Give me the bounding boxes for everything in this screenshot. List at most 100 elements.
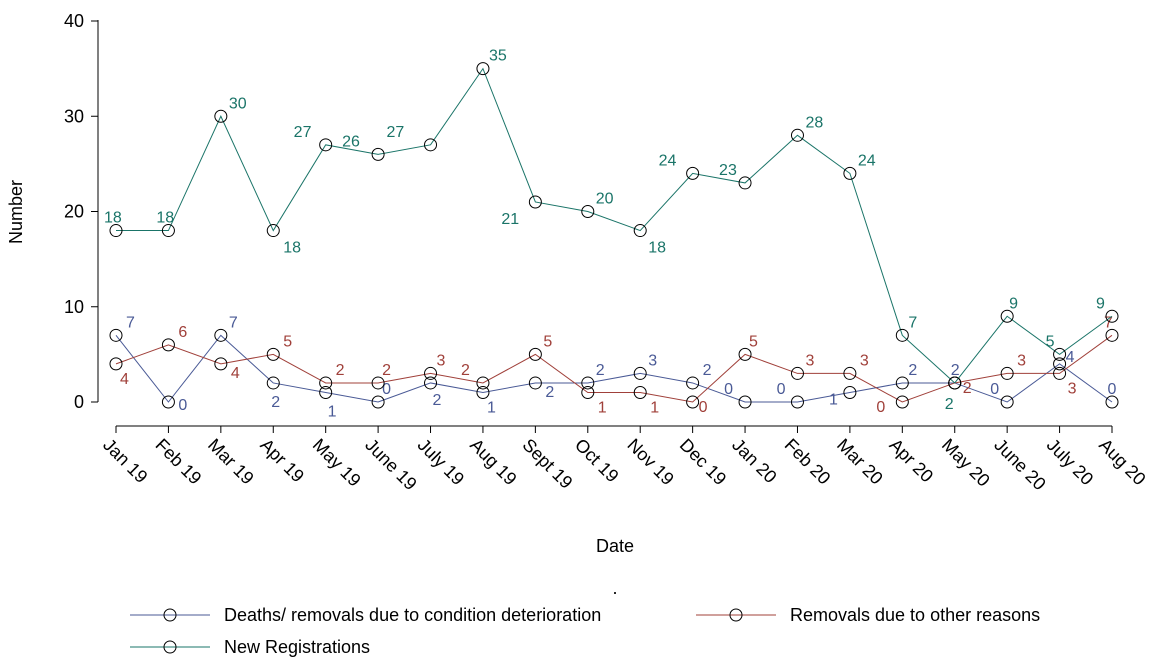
x-tick-label: July 20 — [1043, 435, 1097, 489]
data-label: 7 — [1104, 314, 1113, 331]
y-tick-label: 40 — [64, 11, 84, 31]
data-label: 23 — [719, 162, 737, 179]
data-point — [843, 366, 857, 380]
data-label: 2 — [908, 362, 917, 379]
data-point — [161, 338, 175, 352]
data-label: 18 — [283, 240, 301, 257]
data-label: 5 — [749, 333, 758, 350]
data-point — [1105, 395, 1119, 409]
x-tick-label: Aug 20 — [1095, 435, 1149, 489]
data-point — [476, 62, 490, 76]
data-label: 18 — [648, 240, 666, 257]
data-label: 5 — [1046, 333, 1055, 350]
x-tick-label: Apr 20 — [885, 435, 937, 487]
series-line — [116, 67, 1113, 384]
data-point — [319, 385, 333, 399]
data-label: 2 — [703, 362, 712, 379]
data-point — [528, 347, 542, 361]
x-tick-label: Mar 20 — [833, 435, 887, 489]
legend-label: Removals due to other reasons — [790, 605, 1040, 625]
data-label: 27 — [294, 124, 312, 141]
data-label: 3 — [860, 352, 869, 369]
data-label: 4 — [1066, 349, 1075, 366]
data-point — [424, 376, 438, 390]
data-point — [738, 395, 752, 409]
x-tick-label: Mar 19 — [204, 435, 258, 489]
data-label: 5 — [543, 333, 552, 350]
data-point — [686, 395, 700, 409]
legend-swatch-marker — [163, 608, 177, 622]
data-label: 20 — [596, 191, 614, 208]
data-label: 27 — [387, 124, 405, 141]
data-label: 2 — [382, 362, 391, 379]
data-label: 0 — [724, 381, 733, 398]
data-label: 7 — [229, 314, 238, 331]
x-tick-label: Aug 19 — [466, 435, 520, 489]
series-line — [115, 334, 1113, 403]
y-tick-label: 30 — [64, 106, 84, 126]
data-label: 2 — [545, 384, 554, 401]
data-point — [581, 205, 595, 218]
y-tick-label: 10 — [64, 297, 84, 317]
data-label: 4 — [231, 365, 240, 382]
data-point — [528, 376, 542, 390]
data-label: 2 — [596, 362, 605, 379]
data-point — [1000, 395, 1014, 409]
data-point — [214, 357, 228, 371]
data-point — [1053, 366, 1067, 380]
data-label: 7 — [126, 314, 135, 331]
x-tick-label: June 20 — [990, 435, 1049, 494]
data-label: 1 — [829, 391, 838, 408]
data-point — [109, 357, 123, 371]
x-tick-label: Dec 19 — [676, 435, 730, 489]
data-point — [895, 376, 909, 390]
data-label: 3 — [805, 352, 814, 369]
data-label: 26 — [342, 133, 360, 150]
data-point — [1105, 309, 1119, 323]
data-label: 24 — [858, 152, 876, 169]
data-point — [581, 385, 595, 399]
data-point — [790, 366, 804, 380]
data-point — [790, 128, 804, 142]
data-point — [319, 376, 333, 390]
data-label: 2 — [271, 394, 280, 411]
data-label: 1 — [328, 403, 337, 420]
data-point — [476, 385, 490, 399]
data-label: 21 — [501, 211, 519, 228]
data-point — [1053, 357, 1067, 371]
x-tick-label: Apr 19 — [256, 435, 308, 487]
y-tick-label: 0 — [74, 392, 84, 412]
data-point — [476, 376, 490, 390]
data-label: 9 — [1009, 295, 1018, 312]
series-line — [115, 334, 1113, 403]
data-label: 18 — [156, 210, 174, 227]
data-point — [371, 376, 385, 390]
data-point — [895, 328, 909, 342]
x-tick-label: Feb 20 — [781, 435, 835, 489]
data-point — [371, 147, 385, 161]
data-point — [738, 347, 752, 361]
data-label: 7 — [908, 314, 917, 331]
data-point — [424, 138, 438, 152]
legend-entry: New Registrations — [130, 637, 370, 657]
data-point — [371, 395, 385, 409]
x-axis-title: Date — [596, 536, 634, 556]
data-point — [161, 224, 175, 238]
data-label: 30 — [229, 95, 247, 112]
x-tick-label: Jan 20 — [728, 435, 780, 487]
data-label: 3 — [1068, 380, 1077, 397]
legend-entry: Removals due to other reasons — [696, 605, 1040, 625]
data-label: 1 — [487, 399, 496, 416]
data-point — [633, 385, 647, 399]
x-tick-label: July 19 — [414, 435, 468, 489]
data-label: 0 — [382, 381, 391, 398]
data-point — [1053, 347, 1067, 361]
x-tick-label: May 20 — [938, 435, 994, 491]
legend-swatch-marker — [163, 640, 177, 654]
data-point — [528, 195, 542, 209]
chart-note: . — [612, 578, 617, 598]
